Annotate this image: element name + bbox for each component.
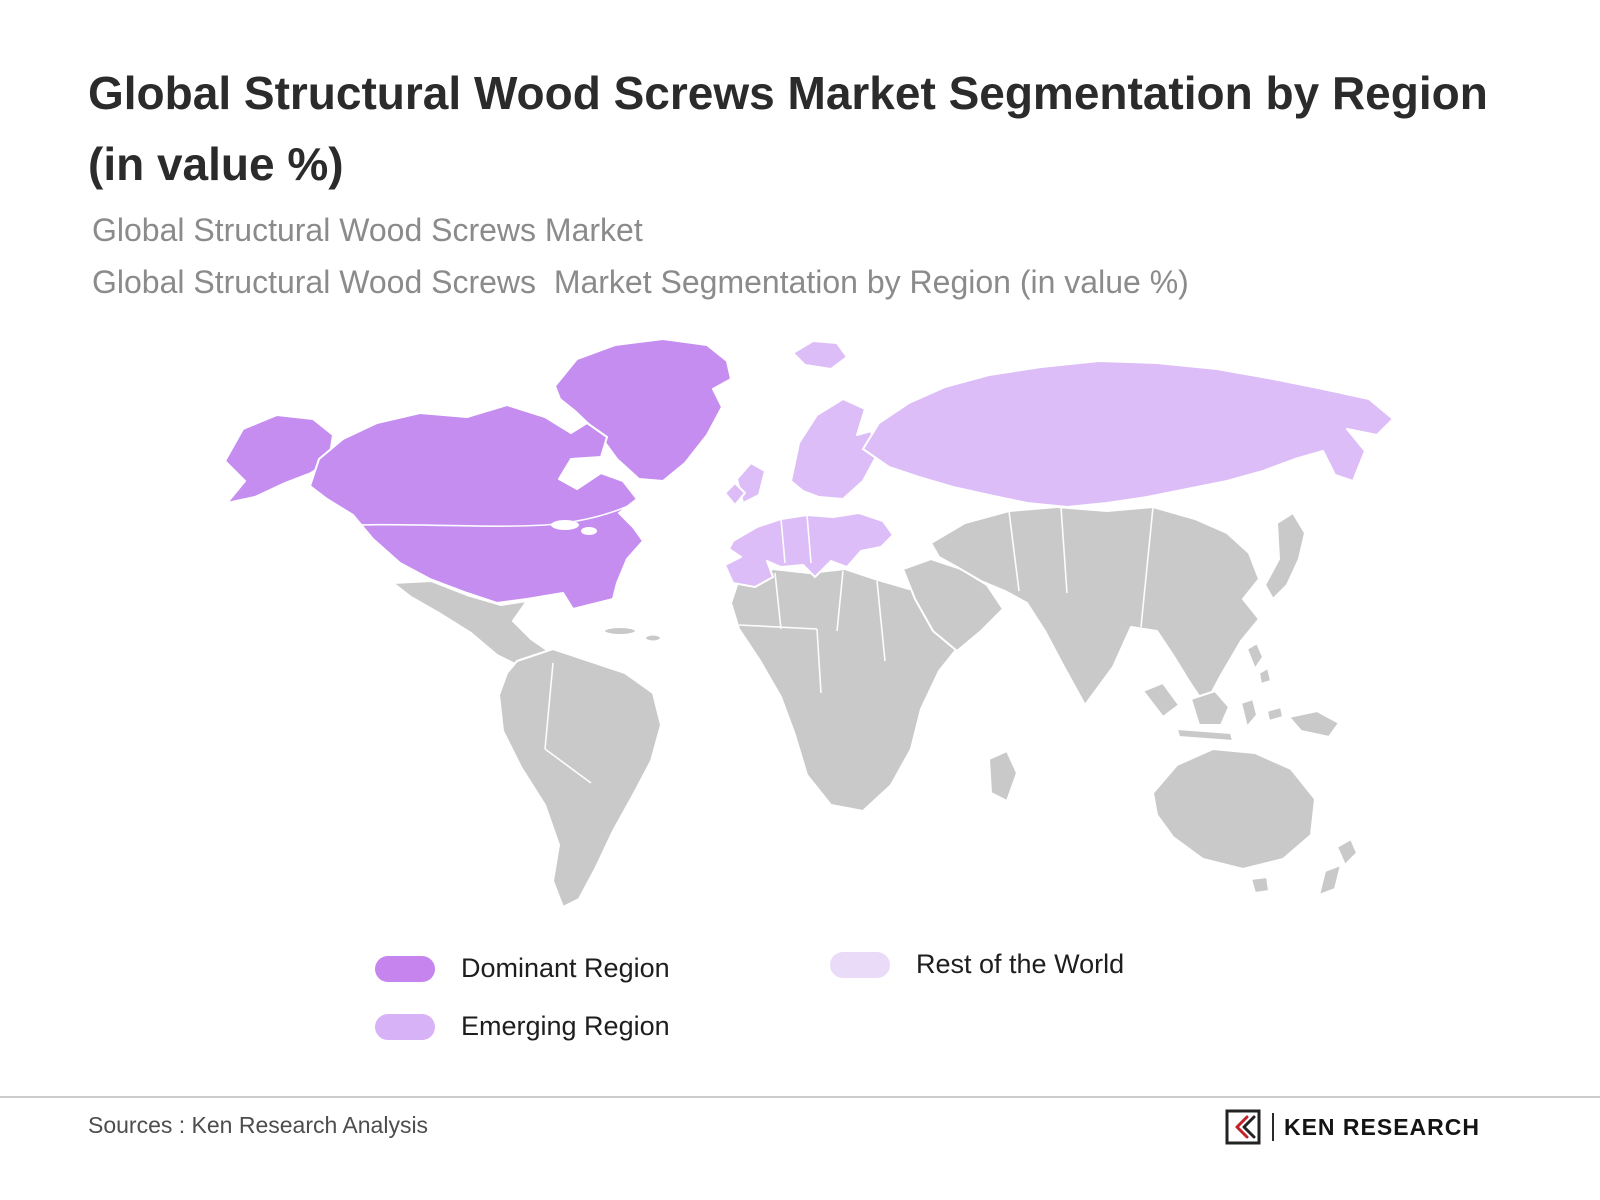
legend-label-rest-of-world: Rest of the World bbox=[916, 949, 1125, 979]
logo-separator bbox=[1271, 1113, 1274, 1141]
australia-shape bbox=[1152, 748, 1316, 870]
sulawesi-moluccas-shape bbox=[1240, 698, 1284, 728]
sumatra-java-shape bbox=[1142, 682, 1234, 742]
africa-border-lines bbox=[738, 570, 886, 694]
south-america-shape bbox=[498, 648, 662, 908]
ireland-shape bbox=[724, 482, 746, 506]
legend-label-dominant: Dominant Region bbox=[461, 953, 670, 983]
legend-swatch-emerging bbox=[375, 1013, 435, 1040]
page-title: Global Structural Wood Screws Market Seg… bbox=[88, 67, 1488, 191]
tasmania-shape bbox=[1250, 876, 1270, 894]
legend-item-dominant: Dominant Region bbox=[375, 953, 670, 984]
legend-label-emerging: Emerging Region bbox=[461, 1011, 670, 1041]
scandinavia-shape bbox=[790, 398, 878, 500]
legend-swatch-rest-of-world bbox=[830, 951, 890, 978]
south-america-border-lines bbox=[544, 662, 592, 784]
us-canada-border-line bbox=[312, 500, 640, 528]
middle-east-shape bbox=[902, 558, 1004, 652]
borneo-shape bbox=[1190, 690, 1230, 726]
legend-item-emerging: Emerging Region bbox=[375, 1011, 670, 1042]
map-region-dominant bbox=[224, 338, 732, 610]
legend-item-rest-of-world: Rest of the World bbox=[830, 949, 1124, 980]
africa-shape bbox=[730, 568, 994, 812]
world-map-svg bbox=[224, 338, 1394, 908]
russia-shape bbox=[862, 360, 1394, 508]
legend-swatch-dominant bbox=[375, 955, 435, 982]
europe-border-lines bbox=[780, 514, 812, 564]
philippines-shape bbox=[1246, 642, 1272, 685]
great-lakes-east-shape bbox=[581, 527, 597, 535]
new-zealand-shape bbox=[1318, 838, 1358, 896]
great-lakes-shape bbox=[551, 520, 579, 530]
europe-mainland-shape bbox=[724, 512, 894, 588]
madagascar-shape bbox=[988, 750, 1018, 802]
japan-shape bbox=[1264, 512, 1306, 600]
world-map bbox=[215, 333, 1405, 913]
map-region-emerging bbox=[724, 340, 1394, 588]
subtitle-2: Global Structural Wood Screws Market Seg… bbox=[92, 264, 1189, 300]
canada-usa-shape bbox=[309, 404, 644, 610]
map-region-rest-of-world bbox=[392, 506, 1358, 908]
asia-border-lines bbox=[1008, 506, 1154, 628]
great-lakes bbox=[551, 520, 597, 535]
ken-research-logo-icon bbox=[1225, 1109, 1261, 1145]
footer-divider bbox=[0, 1096, 1600, 1098]
subtitle-1: Global Structural Wood Screws Market bbox=[92, 212, 643, 248]
ken-research-logo: KEN RESEARCH bbox=[1224, 1108, 1480, 1146]
greenland-shape bbox=[554, 338, 732, 482]
cuba-shape bbox=[603, 626, 637, 636]
map-inner-borders bbox=[312, 500, 1154, 784]
logo-text: KEN RESEARCH bbox=[1283, 1113, 1480, 1140]
iceland-shape bbox=[792, 340, 848, 370]
source-text: Sources : Ken Research Analysis bbox=[88, 1112, 429, 1138]
hispaniola-shape bbox=[644, 633, 662, 643]
new-guinea-shape bbox=[1288, 710, 1340, 738]
